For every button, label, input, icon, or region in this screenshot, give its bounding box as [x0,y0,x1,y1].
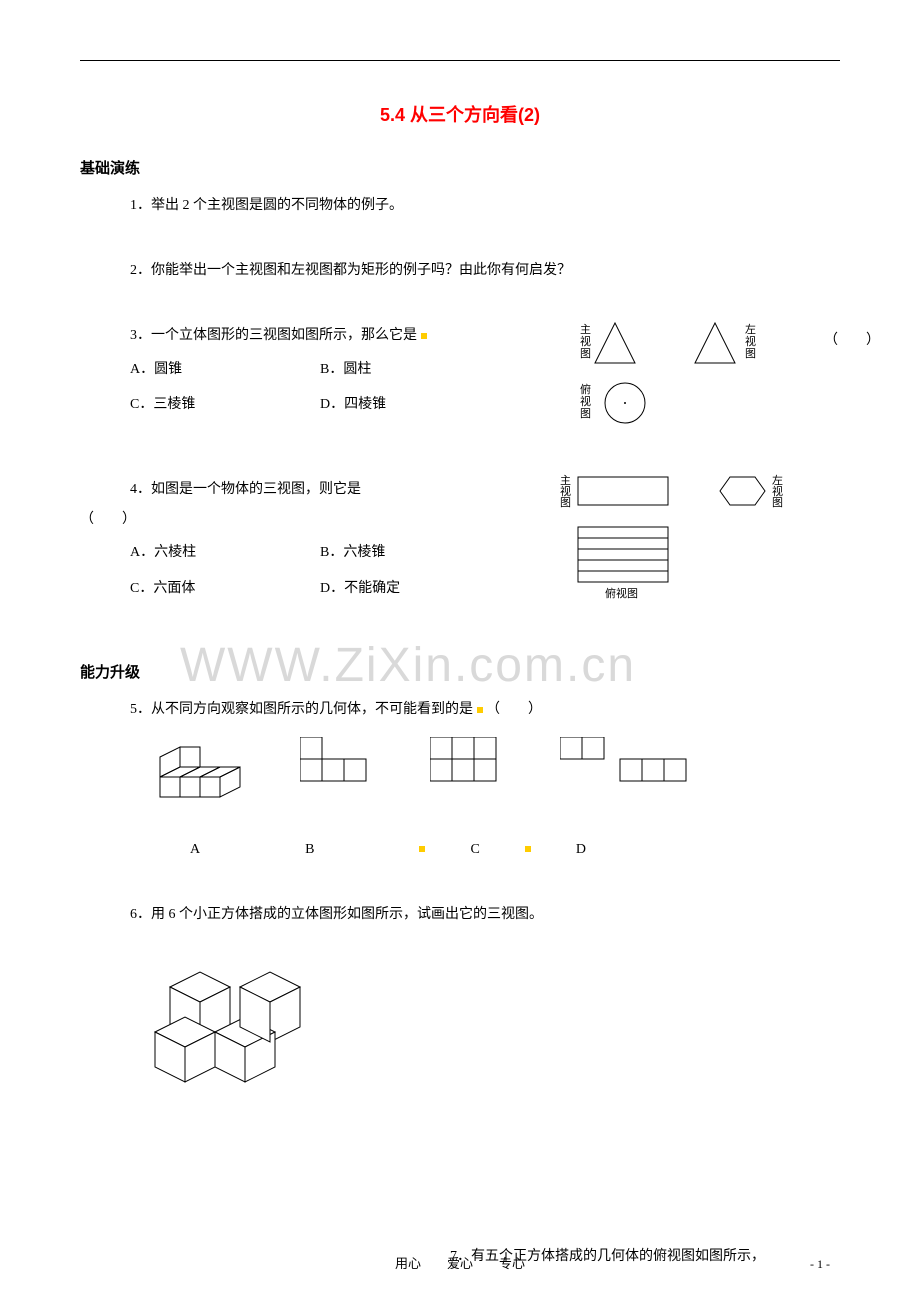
q6-stem: 6．用 6 个小正方体搭成的立体图形如图所示，试画出它的三视图。 [130,907,543,922]
accent-dot-icon [477,707,483,713]
svg-text:视: 视 [580,394,591,408]
accent-dot-icon [525,846,531,852]
triangle-front-icon [595,323,635,363]
rect-top-icon [578,527,668,582]
question-3: 3．一个立体图形的三视图如图所示，那么它是 （ ） A．圆锥 B．圆柱 C．三棱… [130,323,840,417]
question-2: 2．你能举出一个主视图和左视图都为矩形的例子吗？由此你有何启发？ [130,258,840,283]
q4-stem: 4．如图是一个物体的三视图，则它是 [130,482,361,497]
question-7: 7．有五个正方体搭成的几何体的俯视图如图所示， [450,1245,765,1265]
question-6: 6．用 6 个小正方体搭成的立体图形如图所示，试画出它的三视图。 [130,902,840,1106]
circle-center-dot [624,402,626,404]
q3-paren: （ ） [824,328,880,353]
page-number: - 1 - [810,1257,830,1272]
q3-label-front: 主 [580,323,591,336]
hexagon-left-icon [720,477,765,505]
q5-choice-c-icon [430,737,520,792]
q4-choice-c: C．六面体 [130,576,250,601]
q4-figure: 主 视 图 左 视 图 俯视图 [560,472,810,631]
q3-choice-b: B．圆柱 [320,357,440,382]
q4-choice-b: B．六棱锥 [320,540,440,565]
q3-choice-d: D．四棱锥 [320,392,440,417]
q4-choice-d: D．不能确定 [320,576,440,601]
q3-choice-a: A．圆锥 [130,357,250,382]
q5-choice-b-icon [300,737,390,792]
svg-text:视: 视 [745,334,756,348]
q4-label-top: 俯视图 [605,586,638,600]
q6-figure [150,957,840,1106]
accent-dot-icon [421,333,427,339]
q5-choice-d-icon [560,737,690,792]
q3-figure: 主 视 图 左 视 图 俯 视 图 [580,313,810,442]
svg-text:图: 图 [560,496,571,509]
svg-text:视: 视 [580,334,591,348]
q4-paren: （ ） [80,512,136,527]
q5-3d-solid-icon [150,737,260,807]
q5-figures [150,737,840,807]
q4-svg: 主 视 图 左 视 图 俯视图 [560,472,810,622]
document-title: 5.4 从三个方向看(2) [80,101,840,127]
q5-labels: A B C D [190,837,840,862]
svg-text:图: 图 [580,347,591,360]
q4-choice-a: A．六棱柱 [130,540,250,565]
q3-stem: 3．一个立体图形的三视图如图所示，那么它是 [130,328,417,343]
q5-stem: 5．从不同方向观察如图所示的几何体，不可能看到的是 [130,702,473,717]
section-basic-heading: 基础演练 [80,157,840,178]
q3-svg: 主 视 图 左 视 图 俯 视 图 [580,313,810,433]
svg-text:视: 视 [772,484,783,498]
q3-choice-c: C．三棱锥 [130,392,250,417]
question-5: 5．从不同方向观察如图所示的几何体，不可能看到的是 （ ） [130,697,840,862]
q5-paren: （ ） [486,702,542,717]
question-4: 4．如图是一个物体的三视图，则它是 （ ） A．六棱柱 B．六棱锥 C．六面体 … [130,477,840,601]
accent-dot-icon [419,846,425,852]
q5-label-b: B [305,837,314,862]
svg-text:图: 图 [772,496,783,509]
section-advanced-heading: 能力升级 [80,661,840,682]
page-content: 5.4 从三个方向看(2) 基础演练 1．举出 2 个主视图是圆的不同物体的例子… [80,60,840,1106]
question-1: 1．举出 2 个主视图是圆的不同物体的例子。 [130,193,840,218]
svg-text:图: 图 [580,407,591,420]
top-horizontal-rule [80,60,840,61]
rect-front-icon [578,477,668,505]
q6-3d-solid-icon [150,957,330,1097]
triangle-left-icon [695,323,735,363]
svg-text:图: 图 [745,347,756,360]
q3-label-left: 左 [745,323,756,336]
q5-label-a: A [190,837,200,862]
q5-label-d: D [576,837,586,862]
q5-label-c: C [470,837,479,862]
q3-label-top: 俯 [580,382,591,396]
svg-text:视: 视 [560,484,571,498]
